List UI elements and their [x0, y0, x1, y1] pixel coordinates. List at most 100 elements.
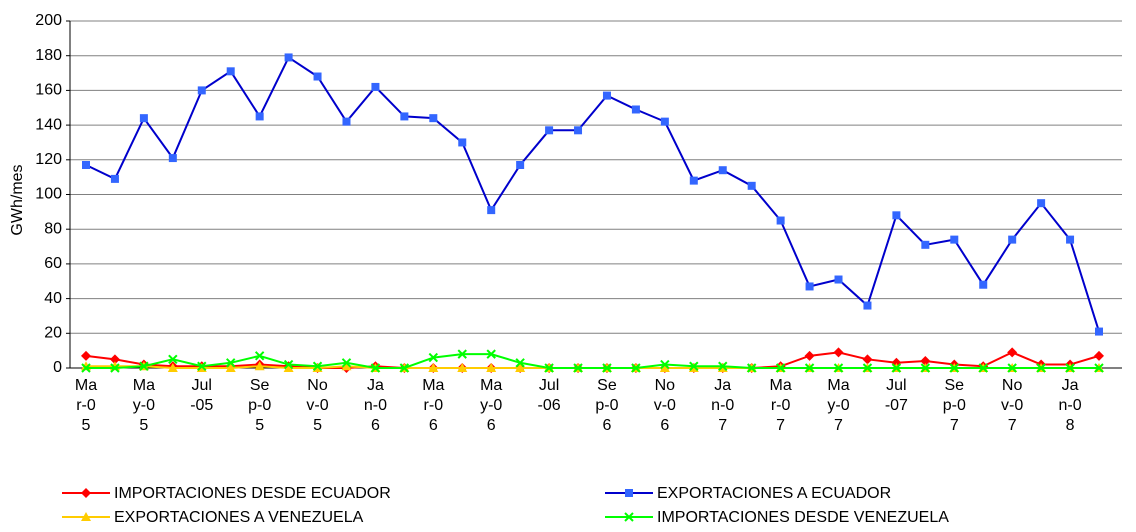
y-tick-label: 160	[35, 82, 62, 99]
data-point	[1037, 199, 1046, 208]
legend-label: IMPORTACIONES DESDE VENEZUELA	[657, 509, 949, 526]
data-point	[515, 358, 525, 368]
data-point	[515, 363, 526, 372]
data-point	[804, 350, 815, 361]
y-tick-label: 80	[44, 220, 62, 237]
legend-label: IMPORTACIONES DESDE ECUADOR	[114, 485, 391, 502]
data-point	[283, 359, 294, 370]
data-point	[168, 154, 177, 163]
x-tick-label: Nov-07	[1001, 377, 1024, 434]
data-point	[1007, 363, 1017, 373]
y-tick-label: 140	[35, 116, 62, 133]
data-point	[1095, 327, 1103, 336]
x-tick-label: Nov-06	[653, 377, 676, 434]
data-point	[167, 363, 178, 372]
data-point	[313, 72, 322, 81]
data-point	[486, 349, 496, 359]
data-point	[109, 354, 120, 365]
y-tick-label: 40	[44, 290, 62, 307]
data-point	[110, 174, 119, 183]
data-point	[516, 161, 525, 170]
data-point	[168, 354, 178, 365]
legend-marker	[624, 512, 634, 522]
data-point	[428, 352, 439, 363]
data-point	[487, 206, 496, 215]
y-tick-label: 180	[35, 47, 62, 64]
data-point	[718, 361, 728, 371]
data-point	[197, 86, 206, 95]
data-point	[863, 301, 872, 310]
y-tick-label: 200	[35, 12, 62, 29]
data-point	[283, 363, 294, 372]
x-tick-label: May-07	[827, 377, 850, 434]
y-tick-label: 20	[44, 325, 62, 342]
data-point	[805, 282, 814, 291]
data-point	[775, 363, 786, 373]
data-point	[139, 114, 148, 123]
data-point	[312, 361, 323, 371]
data-point	[82, 161, 90, 170]
x-tick-label: Sep-07	[942, 377, 966, 434]
y-axis-label: GWh/mes	[9, 164, 26, 235]
data-point	[254, 361, 265, 371]
data-point	[746, 363, 757, 373]
data-point	[400, 112, 409, 121]
data-point	[110, 363, 120, 373]
data-point	[834, 275, 843, 284]
data-point	[631, 105, 640, 114]
data-point	[1007, 347, 1018, 358]
data-point	[197, 361, 207, 371]
data-point	[978, 363, 988, 373]
data-point	[458, 138, 467, 147]
x-tick-label: Jul-07	[884, 377, 908, 414]
data-point	[226, 67, 235, 76]
data-point	[341, 361, 352, 371]
data-point	[545, 126, 554, 135]
data-point	[949, 363, 959, 373]
x-tick-label: Jan-08	[1058, 377, 1082, 434]
data-point	[225, 363, 236, 372]
data-point	[457, 363, 468, 372]
data-point	[660, 117, 669, 126]
data-point	[891, 363, 902, 373]
data-point	[979, 280, 988, 289]
data-point	[659, 363, 670, 372]
y-tick-label: 120	[35, 151, 62, 168]
legend-marker	[81, 488, 91, 498]
data-point	[689, 176, 698, 185]
data-point	[429, 114, 438, 123]
data-point	[660, 359, 670, 370]
x-tick-label: Sep-06	[595, 377, 619, 434]
data-point	[950, 235, 959, 244]
data-point	[573, 363, 583, 373]
data-point	[718, 166, 727, 175]
x-tick-label: May-06	[480, 377, 503, 434]
data-point	[776, 216, 785, 225]
data-point	[747, 181, 756, 190]
x-tick-label: Mar-06	[422, 377, 445, 434]
x-tick-label: May-05	[132, 377, 155, 434]
data-point	[139, 361, 149, 371]
series-line	[86, 353, 1099, 369]
data-point	[544, 363, 554, 373]
data-point	[255, 112, 264, 121]
data-point	[342, 117, 351, 126]
data-point	[428, 363, 439, 372]
legend-marker	[625, 489, 633, 497]
legend-label: EXPORTACIONES A ECUADOR	[657, 485, 891, 502]
data-point	[574, 126, 583, 135]
data-point	[689, 361, 699, 371]
data-point	[341, 358, 352, 368]
data-point	[399, 363, 410, 373]
data-point	[833, 363, 844, 373]
data-point	[457, 349, 467, 359]
data-point	[602, 363, 612, 373]
data-point	[602, 91, 611, 100]
y-tick-label: 0	[53, 359, 62, 376]
data-point	[1094, 350, 1104, 361]
data-point	[920, 356, 931, 367]
data-point	[254, 351, 265, 361]
y-tick-label: 100	[35, 186, 62, 203]
data-point	[1065, 363, 1075, 373]
